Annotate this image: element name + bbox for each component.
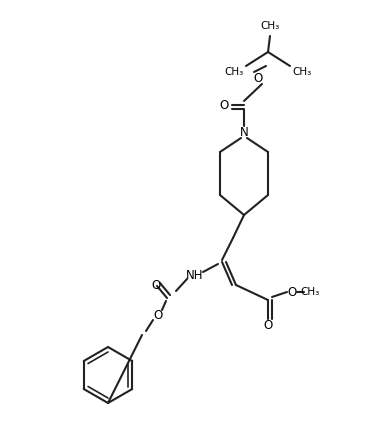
Text: O: O [287, 286, 296, 298]
Text: N: N [240, 125, 248, 139]
Text: O: O [151, 279, 161, 292]
Text: CH₃: CH₃ [261, 21, 279, 31]
Text: O: O [253, 72, 262, 84]
Text: CH₃: CH₃ [300, 287, 320, 297]
Text: O: O [153, 308, 163, 322]
Text: O: O [219, 99, 229, 111]
Text: NH: NH [186, 268, 204, 282]
Text: CH₃: CH₃ [224, 67, 244, 77]
Text: CH₃: CH₃ [292, 67, 312, 77]
Text: O: O [263, 319, 273, 331]
